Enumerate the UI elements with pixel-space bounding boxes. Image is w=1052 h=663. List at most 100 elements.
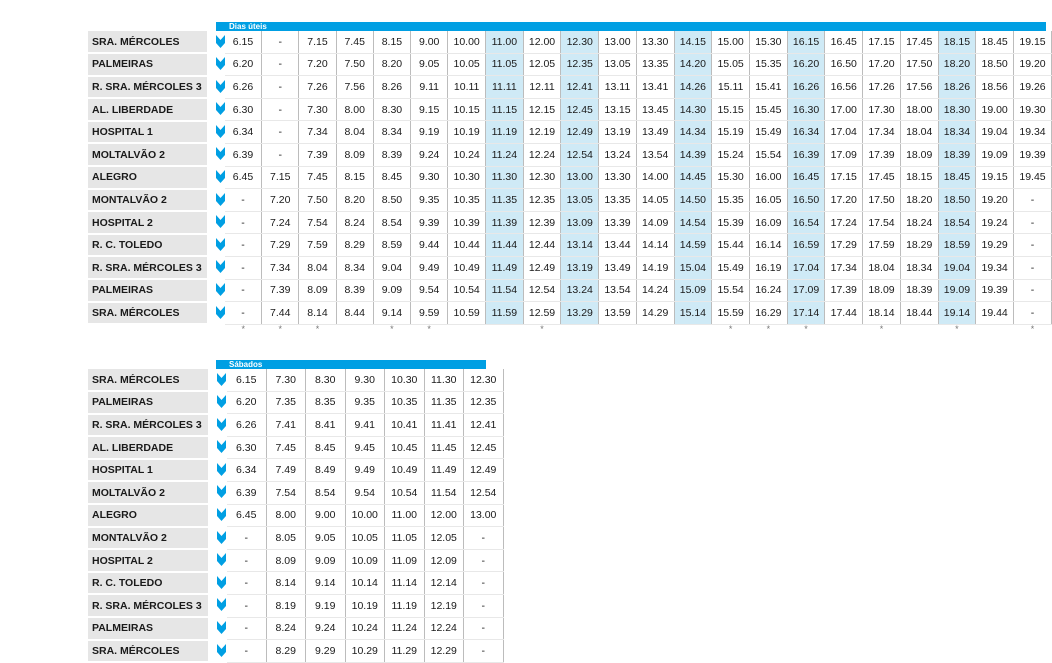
time-cell: 14.54 xyxy=(674,211,713,235)
time-cell: - xyxy=(261,143,300,167)
time-cell: 12.59 xyxy=(523,301,562,325)
time-cell: 8.19 xyxy=(266,594,306,618)
time-cell: 8.24 xyxy=(266,617,306,641)
time-cell: 17.34 xyxy=(862,120,901,144)
time-cell: 7.45 xyxy=(298,166,337,190)
time-cell: 19.20 xyxy=(1013,53,1052,77)
time-cell: 11.19 xyxy=(384,594,425,618)
chevron-down-icon xyxy=(214,31,225,54)
stop-row: R. SRA. MÉRCOLES 3 6.26-7.26 7.56 8.26 9.11 1… xyxy=(88,75,1052,100)
time-cell: 15.30 xyxy=(749,31,788,54)
time-cell: 17.15 xyxy=(824,166,864,190)
stop-row: SRA. MÉRCOLES 6.15 7.30 8.30 9.30 10.30 11.30 1… xyxy=(88,369,504,393)
stop-row: PALMEIRAS -7.39 8.09 8.39 9.09 9.54 10.54 11.54… xyxy=(88,279,1052,303)
stop-name: R. SRA. MÉRCOLES 3 xyxy=(88,256,208,281)
stop-name: MONTALVÃO 2 xyxy=(88,526,208,551)
saturday-header: Sábados xyxy=(216,360,486,369)
time-cell: 15.04 xyxy=(674,256,713,280)
time-cell: 8.24 xyxy=(336,211,374,235)
time-cell: 11.35 xyxy=(424,391,464,415)
time-cell: 7.24 xyxy=(261,211,300,235)
time-cell: 18.56 xyxy=(975,75,1014,99)
time-cell: 6.39 xyxy=(224,143,263,167)
stop-name: HOSPITAL 1 xyxy=(88,120,208,145)
time-cell: 12.39 xyxy=(523,211,562,235)
time-cell: 16.50 xyxy=(824,53,864,77)
time-cell: 12.05 xyxy=(523,53,562,77)
footnote-row: * * * * * * * * * * * * xyxy=(88,324,1052,339)
stop-name: AL. LIBERDADE xyxy=(88,98,208,122)
time-cell: 17.44 xyxy=(824,301,864,325)
stop-row: PALMEIRAS 6.20-7.20 7.50 8.20 9.05 10.05 11.05… xyxy=(88,53,1052,77)
chevron-down-icon xyxy=(214,98,225,121)
time-cell: 19.00 xyxy=(975,98,1014,122)
time-cell: 7.20 xyxy=(261,188,300,212)
time-cell: 15.19 xyxy=(711,120,750,144)
time-cell: - xyxy=(1013,188,1052,212)
time-cell: 18.44 xyxy=(900,301,939,325)
time-cell: 12.19 xyxy=(424,594,464,618)
time-cell: 18.00 xyxy=(900,98,939,122)
stop-row: MONTALVÃO 2-7.20 7.50 8.20 8.50 9.35 10.35 11.… xyxy=(88,188,1052,213)
time-cell: 15.11 xyxy=(711,75,750,99)
time-cell: 13.54 xyxy=(636,143,675,167)
stop-row: PALMEIRAS -8.24 9.24 10.24 11.24 12.24- xyxy=(88,617,504,641)
time-cell: 12.54 xyxy=(463,481,504,505)
time-cell: 15.49 xyxy=(711,256,750,280)
time-cell: 19.20 xyxy=(975,188,1014,212)
time-cell: 10.24 xyxy=(447,143,486,167)
footnote-mark: * xyxy=(241,323,245,334)
spacer xyxy=(208,617,216,640)
time-cell: - xyxy=(224,301,263,325)
time-cell: 9.09 xyxy=(305,549,346,573)
time-cell: 9.11 xyxy=(410,75,449,99)
time-cell: 7.30 xyxy=(266,369,306,392)
time-cell: - xyxy=(1013,256,1052,280)
stop-name: PALMEIRAS xyxy=(88,279,208,303)
time-cell: 19.15 xyxy=(1013,31,1052,54)
time-cell: 9.00 xyxy=(410,31,449,54)
time-cell: - xyxy=(227,639,267,663)
chevron-down-icon xyxy=(214,143,225,167)
time-cell: 12.00 xyxy=(424,504,464,528)
time-cell: - xyxy=(227,594,267,618)
time-cell: 10.59 xyxy=(447,301,486,325)
time-cell: 13.59 xyxy=(598,301,637,325)
time-cell: - xyxy=(1013,233,1052,257)
time-cell: 8.05 xyxy=(266,526,306,550)
spacer xyxy=(207,120,215,144)
time-cell: 11.11 xyxy=(485,75,524,99)
time-cell: 10.11 xyxy=(447,75,486,99)
time-cell: 6.15 xyxy=(224,31,263,54)
time-cell: 9.04 xyxy=(373,256,412,280)
time-cell: 9.19 xyxy=(305,594,346,618)
time-cell: 11.49 xyxy=(485,256,524,280)
time-cell: 12.29 xyxy=(424,639,464,663)
time-cell: 7.59 xyxy=(298,233,337,257)
footnote-mark xyxy=(636,324,674,339)
time-cell: 13.41 xyxy=(636,75,675,99)
time-cell: 14.50 xyxy=(674,188,713,212)
time-cell: 17.20 xyxy=(824,188,864,212)
chevron-down-icon xyxy=(216,571,227,595)
time-cell: 16.34 xyxy=(787,120,826,144)
spacer xyxy=(208,413,216,437)
chevron-down-icon xyxy=(216,369,227,392)
time-cell: 7.35 xyxy=(266,391,306,415)
footnote-mark: * xyxy=(955,323,959,334)
time-cell: 12.11 xyxy=(523,75,562,99)
time-cell: 9.24 xyxy=(410,143,449,167)
time-cell: 12.09 xyxy=(424,549,464,573)
chevron-down-icon xyxy=(214,256,225,280)
time-cell: 13.00 xyxy=(598,31,637,54)
time-cell: 17.26 xyxy=(862,75,901,99)
spacer xyxy=(207,188,215,212)
time-cell: 12.19 xyxy=(523,120,562,144)
time-cell: 7.26 xyxy=(298,75,337,99)
time-cell: 6.26 xyxy=(227,413,267,437)
time-cell: 10.44 xyxy=(447,233,486,257)
time-cell: 10.49 xyxy=(384,458,425,482)
stop-row: HOSPITAL 2-7.24 7.54 8.24 8.54 9.39 10.39 11.3… xyxy=(88,211,1052,235)
time-cell: 13.14 xyxy=(560,233,600,257)
stop-name: HOSPITAL 1 xyxy=(88,458,208,483)
